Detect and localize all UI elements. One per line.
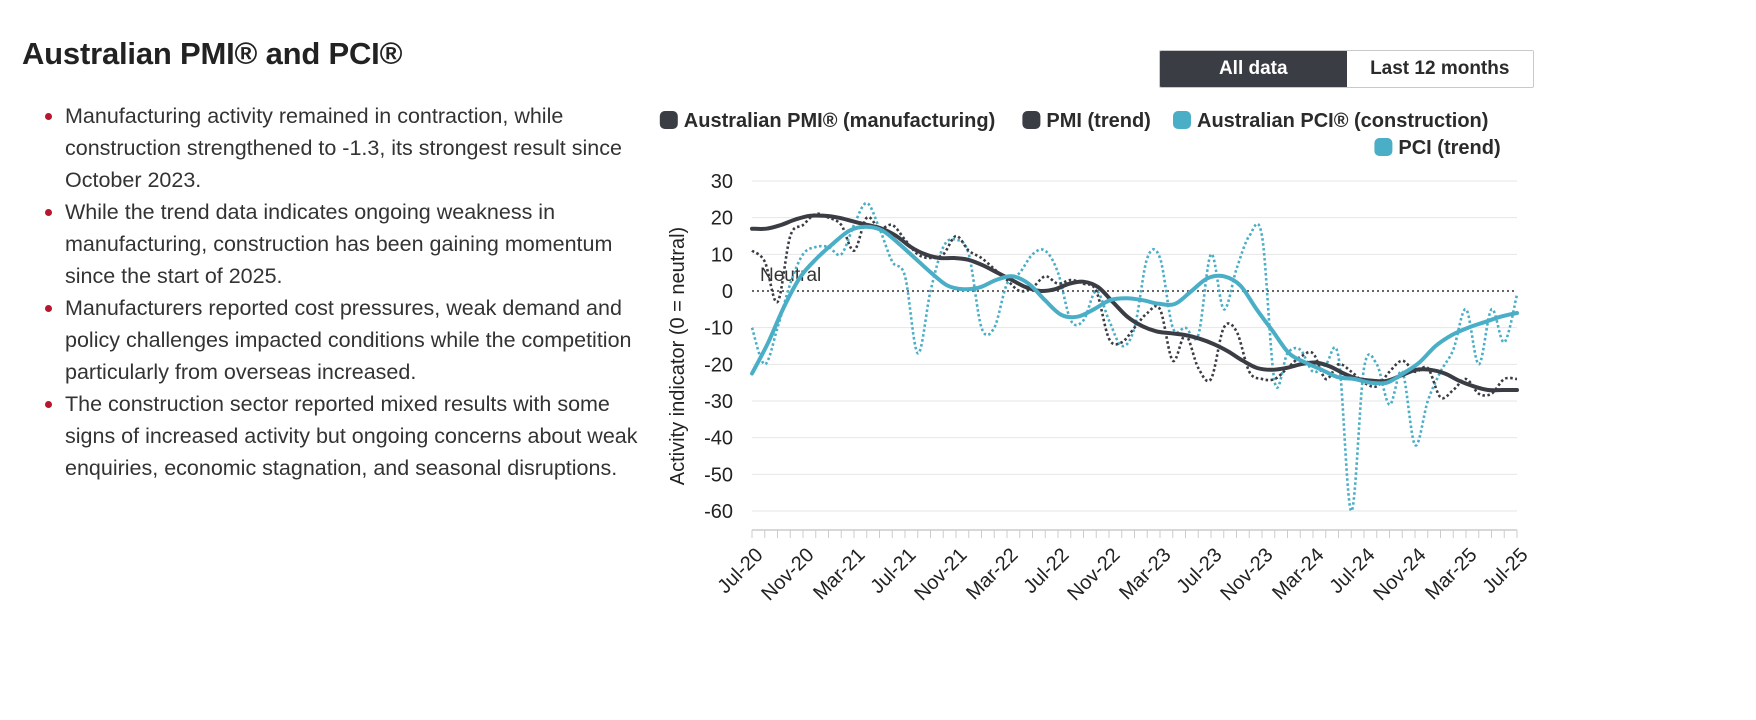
legend-label: PCI (trend) (1398, 137, 1500, 159)
y-tick-label: -10 (704, 318, 733, 340)
y-tick-label: 30 (711, 171, 733, 193)
y-tick-label: -20 (704, 354, 733, 376)
x-tick-label: Nov-21 (910, 544, 971, 605)
y-tick-label: 10 (711, 244, 733, 266)
summary-item: While the trend data indicates ongoing w… (42, 196, 642, 292)
y-tick-label: 20 (711, 208, 733, 230)
legend-swatch (1173, 111, 1191, 129)
x-tick-label: Mar-23 (1115, 544, 1175, 604)
y-axis-title: Activity indicator (0 = neutral) (667, 227, 689, 485)
page-title: Australian PMI® and PCI® (22, 36, 403, 71)
summary-list: Manufacturing activity remained in contr… (42, 100, 642, 484)
x-tick-label: Mar-24 (1268, 544, 1328, 604)
summary-text: The construction sector reported mixed r… (65, 392, 638, 480)
summary-item: Manufacturing activity remained in contr… (42, 100, 642, 196)
x-tick-label: Mar-22 (962, 544, 1022, 604)
summary-text: Manufacturing activity remained in contr… (65, 104, 622, 192)
bullet-dot-icon (45, 209, 52, 216)
summary-item: Manufacturers reported cost pressures, w… (42, 292, 642, 388)
x-tick-label: Jul-25 (1478, 544, 1532, 598)
bullet-dot-icon (45, 305, 52, 312)
x-tick-label: Nov-23 (1216, 544, 1277, 605)
legend-swatch (1374, 138, 1393, 156)
x-tick-label: Mar-25 (1421, 544, 1481, 604)
x-tick-label: Mar-21 (809, 544, 869, 604)
y-tick-label: -60 (704, 501, 733, 523)
last-12-months-button[interactable]: Last 12 months (1346, 51, 1533, 87)
legend-swatch (659, 111, 678, 129)
summary-text: While the trend data indicates ongoing w… (65, 200, 613, 288)
all-data-button[interactable]: All data (1160, 51, 1347, 87)
legend-swatch (1022, 111, 1041, 129)
summary-item: The construction sector reported mixed r… (42, 388, 642, 484)
pmi-manufacturing-series-line (751, 212, 1518, 400)
x-tick-label: Nov-24 (1369, 544, 1430, 605)
range-toggle: All data Last 12 months (1159, 50, 1534, 88)
pci-trend-series-line (750, 224, 1519, 386)
summary-text: Manufacturers reported cost pressures, w… (65, 296, 632, 384)
bullet-dot-icon (45, 401, 52, 408)
x-tick-label: Nov-22 (1063, 544, 1124, 605)
legend-label: Australian PMI® (manufacturing) (684, 110, 995, 132)
y-tick-label: 0 (722, 281, 733, 303)
y-tick-label: -30 (704, 391, 733, 413)
pci-construction-series-line (750, 201, 1519, 513)
y-tick-label: -50 (704, 464, 733, 486)
legend-label: PMI (trend) (1046, 110, 1150, 132)
x-tick-label: Nov-20 (757, 544, 818, 605)
legend-label: Australian PCI® (construction) (1197, 110, 1488, 132)
y-tick-label: -40 (704, 428, 733, 450)
bullet-dot-icon (45, 113, 52, 120)
